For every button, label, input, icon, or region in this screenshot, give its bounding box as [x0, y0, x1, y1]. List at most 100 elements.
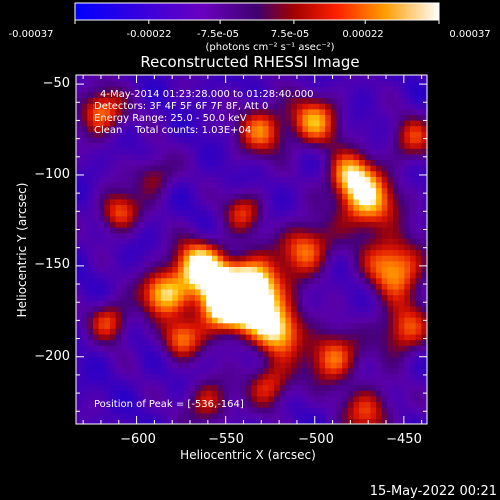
heatmap-cell	[177, 80, 185, 87]
heatmap-cell	[194, 193, 202, 200]
heatmap-cell	[257, 322, 264, 329]
heatmap-cell	[98, 114, 105, 121]
heatmap-cell	[194, 390, 202, 397]
heatmap-cell	[296, 373, 304, 380]
heatmap-cell	[268, 277, 275, 284]
heatmap-cell	[183, 114, 190, 121]
heatmap-cell	[257, 221, 264, 228]
heatmap-cell	[240, 210, 247, 217]
heatmap-cell	[109, 378, 117, 386]
heatmap-cell	[415, 378, 422, 386]
heatmap-cell	[172, 181, 179, 189]
heatmap-cell	[387, 204, 394, 211]
heatmap-cell	[381, 193, 388, 200]
heatmap-cell	[353, 255, 360, 262]
heatmap-cell	[149, 232, 156, 239]
heatmap-cell	[342, 322, 349, 329]
heatmap-cell	[115, 187, 122, 194]
heatmap-cell	[132, 243, 139, 251]
heatmap-cell	[138, 317, 145, 324]
heatmap-cell	[347, 277, 354, 284]
heatmap-cell	[126, 86, 134, 93]
heatmap-cell	[257, 373, 264, 380]
energy-range-text: Energy Range: 25.0 - 50.0 keV	[94, 113, 247, 124]
heatmap-cell	[76, 215, 83, 222]
heatmap-cell	[166, 407, 173, 414]
heatmap-cell	[398, 232, 405, 239]
heatmap-cell	[342, 193, 349, 200]
heatmap-cell	[98, 300, 105, 307]
heatmap-cell	[109, 311, 117, 318]
heatmap-cell	[381, 378, 388, 386]
heatmap-cell	[296, 108, 304, 115]
heatmap-cell	[415, 243, 422, 251]
heatmap-cell	[421, 125, 427, 132]
heatmap-cell	[245, 131, 253, 138]
heatmap-cell	[126, 300, 134, 307]
heatmap-cell	[398, 86, 405, 93]
heatmap-cell	[268, 181, 275, 189]
heatmap-cell	[347, 193, 354, 200]
heatmap-cell	[251, 108, 258, 115]
heatmap-cell	[211, 243, 219, 251]
heatmap-cell	[234, 373, 241, 380]
heatmap-cell	[421, 108, 427, 115]
heatmap-cell	[172, 226, 179, 234]
heatmap-cell	[319, 193, 326, 200]
heatmap-cell	[155, 378, 162, 386]
heatmap-cell	[415, 294, 422, 301]
heatmap-cell	[87, 153, 94, 161]
heatmap-cell	[104, 120, 111, 127]
heatmap-cell	[353, 401, 360, 408]
heatmap-cell	[325, 317, 332, 324]
heatmap-cell	[155, 97, 162, 104]
heatmap-cell	[177, 418, 185, 424]
heatmap-cell	[279, 125, 287, 132]
heatmap-cell	[217, 367, 224, 374]
colorbar-tick-label: 0.00037	[449, 29, 490, 40]
heatmap-cell	[421, 238, 427, 245]
heatmap-cell	[268, 356, 275, 363]
heatmap-cell	[194, 317, 202, 324]
heatmap-cell	[109, 114, 117, 121]
heatmap-cell	[166, 350, 173, 358]
heatmap-cell	[211, 159, 219, 166]
heatmap-cell	[177, 165, 185, 172]
heatmap-cell	[92, 215, 100, 222]
heatmap-cell	[376, 125, 383, 132]
heatmap-cell	[206, 350, 213, 358]
heatmap-cell	[410, 412, 417, 419]
heatmap-cell	[376, 86, 383, 93]
heatmap-cell	[279, 317, 287, 324]
heatmap-cell	[330, 131, 338, 138]
heatmap-cell	[370, 125, 377, 132]
heatmap-cell	[87, 170, 94, 177]
heatmap-cell	[398, 108, 405, 115]
heatmap-cell	[240, 125, 247, 132]
heatmap-cell	[325, 80, 332, 87]
heatmap-cell	[81, 215, 88, 222]
heatmap-cell	[291, 390, 298, 397]
heatmap-cell	[410, 373, 417, 380]
heatmap-cell	[393, 176, 400, 183]
heatmap-cell	[336, 367, 343, 374]
heatmap-cell	[132, 210, 139, 217]
heatmap-cell	[381, 153, 388, 161]
heatmap-cell	[143, 238, 151, 245]
heatmap-cell	[347, 136, 354, 144]
heatmap-cell	[211, 350, 219, 358]
heatmap-cell	[143, 272, 151, 279]
heatmap-cell	[206, 300, 213, 307]
heatmap-cell	[98, 148, 105, 155]
heatmap-cell	[155, 142, 162, 149]
heatmap-cell	[285, 97, 292, 104]
heatmap-cell	[240, 221, 247, 228]
heatmap-cell	[92, 294, 100, 301]
heatmap-cell	[194, 418, 202, 424]
heatmap-cell	[121, 86, 128, 93]
heatmap-cell	[149, 412, 156, 419]
heatmap-cell	[308, 260, 315, 267]
heatmap-cell	[364, 193, 371, 200]
heatmap-cell	[415, 367, 422, 374]
heatmap-cell	[319, 148, 326, 155]
